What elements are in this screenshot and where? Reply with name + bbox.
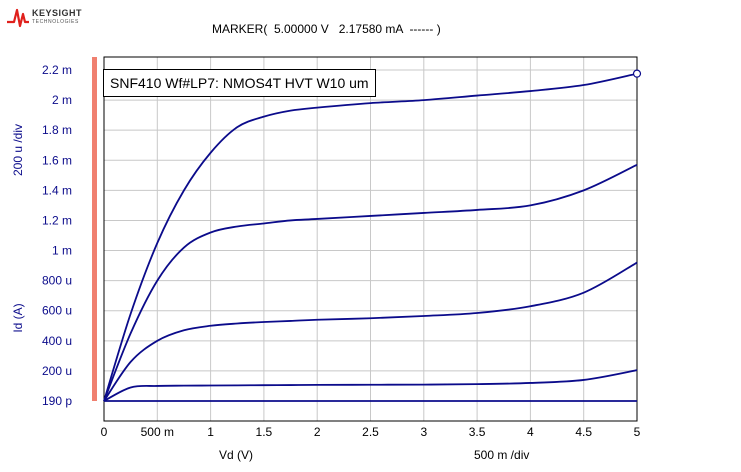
device-annotation: SNF410 Wf#LP7: NMOS4T HVT W10 um [103,69,376,97]
y-tick-label: 600 u [42,304,72,318]
series-layer [103,69,642,402]
marker-readout: MARKER( 5.00000 V 2.17580 mA ------ ) [212,22,441,36]
logo-sub-text: TECHNOLOGIES [32,19,79,25]
y-tick-label: 190 p [42,394,72,408]
x-tick-label: 2.5 [362,425,379,439]
x-tick-label: 2 [314,425,321,439]
x-tick-label: 4 [527,425,534,439]
y-tick-label: 1 m [52,244,72,258]
series-line-4 [103,163,638,402]
x-tick-labels: 0 500 m 1 1.5 2 2.5 3 3.5 4 4.5 5 [101,425,641,439]
y-tick-label: 1.6 m [42,153,72,167]
grid-lines [103,57,638,421]
y-tick-label: 1.2 m [42,213,72,227]
x-tick-label: 1 [207,425,214,439]
y-tick-label: 400 u [42,334,72,348]
y-tick-label: 2 m [52,93,72,107]
y-tick-label: 1.8 m [42,123,72,137]
series-line-5 [103,72,638,402]
y-tick-labels: 190 p 200 u 400 u 600 u 800 u 1 m 1.2 m 1.4 m 1.… [42,63,72,408]
keysight-logo-icon [7,8,29,28]
y-div-label: 200 u /div [11,124,25,176]
marker-point [632,69,642,78]
x-axis-label: Vd (V) [219,448,254,462]
plot-frame [103,56,638,422]
keysight-logo: KEYSIGHT TECHNOLOGIES [6,6,96,28]
logo-brand-text: KEYSIGHT [32,8,83,18]
x-div-label: 500 m /div [474,448,530,462]
y-axis-label: Id (A) [11,303,25,332]
x-tick-label: 5 [634,425,641,439]
x-tick-label: 0 [101,425,108,439]
y-tick-label: 200 u [42,364,72,378]
series-line-3 [103,261,638,402]
y-tick-label: 1.4 m [42,183,72,197]
y-tick-label: 800 u [42,274,72,288]
series-line-2 [103,369,638,402]
x-tick-label: 3.5 [469,425,486,439]
x-tick-label: 4.5 [575,425,592,439]
x-tick-label: 3 [420,425,427,439]
y-tick-label: 2.2 m [42,63,72,77]
x-tick-label: 500 m [141,425,174,439]
x-tick-label: 1.5 [256,425,273,439]
marker-cursor-bar[interactable] [92,57,97,401]
